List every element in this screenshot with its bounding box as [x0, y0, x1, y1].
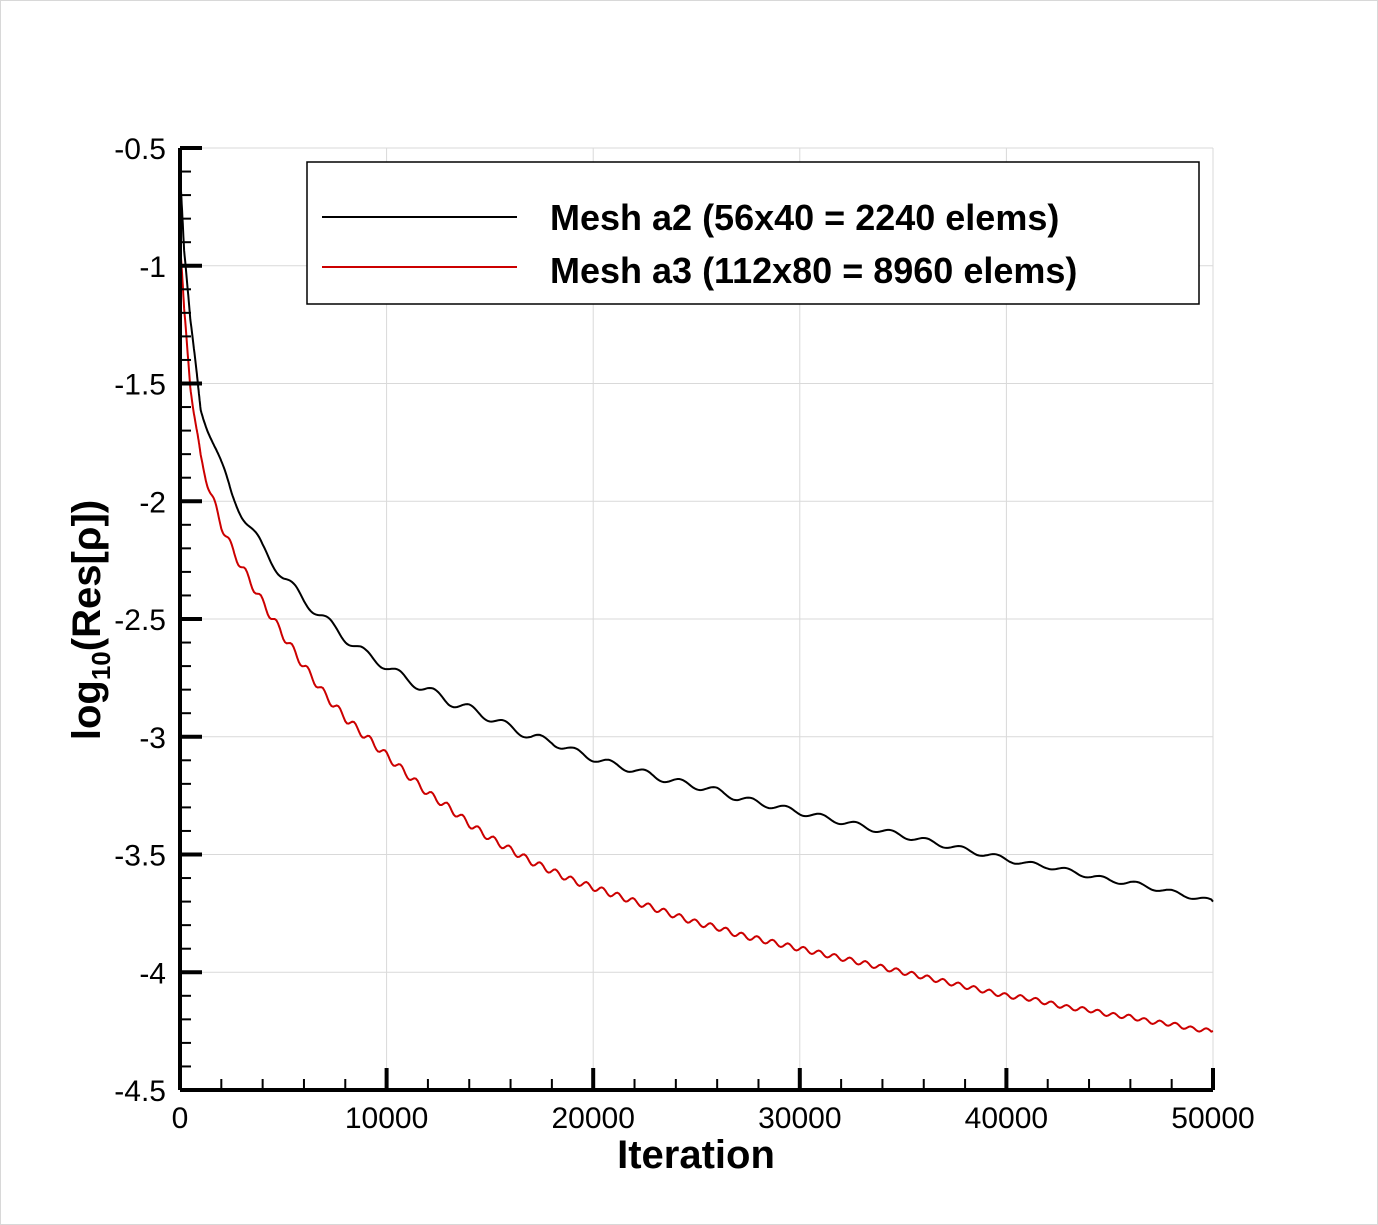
y-axis-title: log10(Res[ρ]) [65, 500, 116, 740]
y-axis-title-prefix: log [65, 680, 109, 740]
legend-box [306, 161, 1200, 305]
x-tick-label-3: 30000 [758, 1102, 841, 1135]
legend-label-mesh-a2: Mesh a2 (56x40 = 2240 elems) [550, 197, 1059, 238]
y-axis-title-subscript: 10 [86, 651, 116, 680]
x-tick-label-1: 10000 [345, 1102, 428, 1135]
y-tick-label-8: -4.5 [114, 1075, 166, 1108]
legend-label-mesh-a3: Mesh a3 (112x80 = 8960 elems) [550, 250, 1077, 291]
y-tick-label-2: -1.5 [114, 369, 166, 402]
series-layer [179, 171, 1214, 1033]
y-tick-label-7: -4 [139, 957, 166, 990]
y-tick-label-5: -3 [139, 722, 166, 755]
y-tick-label-6: -3.5 [114, 840, 166, 873]
x-axis-title: Iteration [617, 1133, 775, 1177]
y-axis-title-suffix: (Res[ρ]) [65, 500, 109, 651]
x-tick-label-0: 0 [172, 1102, 189, 1135]
ticks [178, 146, 1215, 1092]
legend: Mesh a2 (56x40 = 2240 elems) Mesh a3 (11… [306, 161, 1200, 305]
y-tick-label-3: -2 [139, 486, 166, 519]
y-tick-label-4: -2.5 [114, 604, 166, 637]
tick-labels: 0 10000 20000 30000 40000 50000 -0.5 -1 -1.5 -2 -2… [114, 133, 1254, 1135]
series-line-0 [179, 171, 1214, 903]
y-tick-label-0: -0.5 [114, 133, 166, 166]
x-tick-label-2: 20000 [551, 1102, 634, 1135]
x-tick-label-4: 40000 [965, 1102, 1048, 1135]
x-tick-label-5: 50000 [1171, 1102, 1254, 1135]
y-tick-label-1: -1 [139, 251, 166, 284]
series-line-1 [179, 242, 1214, 1033]
